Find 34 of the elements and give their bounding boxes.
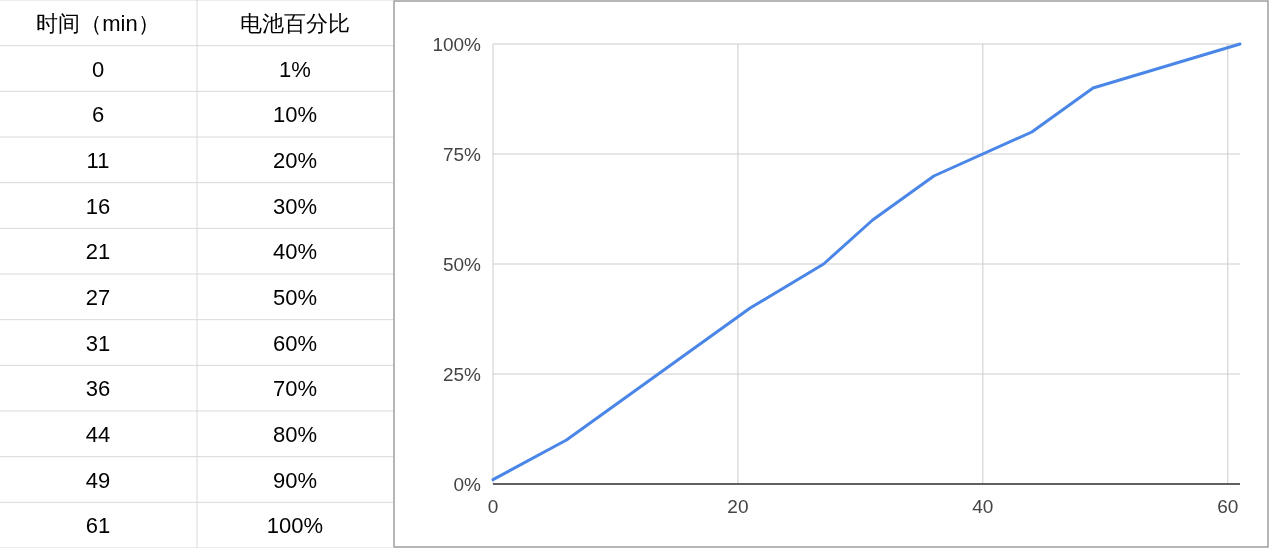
line-series (491, 42, 1242, 482)
text: 6 (91, 102, 105, 128)
text: 90% (272, 467, 318, 493)
y-tick-label: 25% (442, 364, 482, 385)
text: 11 (86, 147, 110, 173)
x-tick-label: 60 (1217, 496, 1239, 517)
text: 21 (85, 239, 111, 265)
text: 10% (272, 102, 318, 128)
text: 电池百分比 (240, 10, 350, 36)
text: 80% (272, 421, 318, 447)
text: 100% (266, 513, 324, 539)
text: 61 (85, 513, 111, 539)
x-tick-label: 40 (972, 496, 994, 517)
text: 16 (85, 193, 111, 219)
text: 30% (272, 193, 318, 219)
text: 70% (272, 376, 318, 402)
text: 0 (91, 56, 105, 82)
text: 49 (85, 467, 111, 493)
text: 60% (272, 330, 318, 356)
x-tick-label: 20 (727, 496, 749, 517)
text: 44 (85, 421, 111, 447)
x-tick-label: 0 (487, 496, 499, 517)
y-tick-label: 0% (453, 474, 482, 495)
text: 31 (85, 330, 111, 356)
text: 1% (279, 56, 311, 82)
y-tick-label: 100% (432, 34, 482, 55)
text: 50% (272, 284, 318, 310)
text: 时间（min） (36, 10, 160, 36)
y-tick-label: 75% (442, 144, 482, 165)
text: 36 (85, 376, 111, 402)
text: 20% (272, 147, 318, 173)
text: 27 (85, 284, 111, 310)
text: 40% (272, 239, 318, 265)
y-tick-label: 50% (442, 254, 482, 275)
